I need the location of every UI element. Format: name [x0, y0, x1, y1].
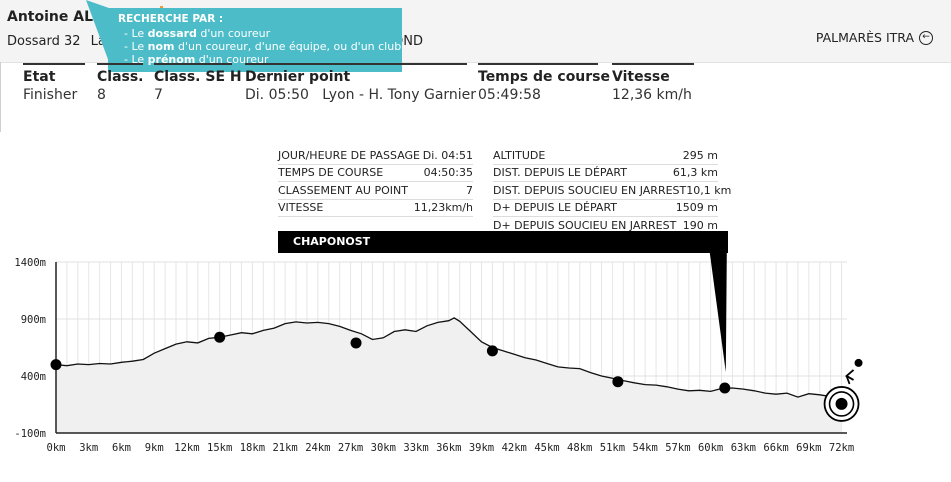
info-row: CLASSEMENT AU POINT 7 [278, 182, 473, 200]
x-tick-label: 21km [272, 442, 297, 454]
tooltip-line: - Le dossard d'un coureur [124, 27, 271, 40]
info-row: JOUR/HEURE DE PASSAGE Di. 04:51 [278, 147, 473, 165]
y-tick-labels: -100m 400m 900m 1400m [14, 257, 46, 440]
checkpoint-dot [719, 382, 731, 394]
circle-arrow-left-icon: ← [919, 30, 933, 45]
elevation-line [55, 317, 842, 405]
x-tick-label: 60km [698, 442, 723, 454]
accent-mark [160, 6, 163, 9]
stat-rank: Class. 8 [97, 63, 144, 103]
tooltip-line: - Le prénom d'un coureur [124, 53, 269, 66]
x-tick-label: 57km [665, 442, 690, 454]
x-tick-label: 63km [731, 442, 756, 454]
y-tick-label: 900m [21, 314, 46, 326]
x-tick-label: 45km [534, 442, 559, 454]
elevation-area [56, 317, 842, 433]
tooltip-title: RECHERCHE PAR : [118, 13, 224, 25]
pointer-triangle [709, 253, 727, 372]
x-tick-label: 15km [207, 442, 232, 454]
checkpoint-dot [50, 359, 62, 371]
x-tick-label: 54km [633, 442, 658, 454]
x-tick-label: 33km [403, 442, 428, 454]
bib-number: Dossard 32 [7, 34, 81, 49]
x-tick-label: 18km [240, 442, 265, 454]
search-help-tooltip: RECHERCHE PAR : - Le dossard d'un coureu… [108, 8, 402, 72]
x-tick-label: 48km [567, 442, 592, 454]
checkpoint-info-left: JOUR/HEURE DE PASSAGE Di. 04:51 TEMPS DE … [278, 147, 473, 217]
x-tick-label: 51km [600, 442, 625, 454]
x-tick-label: 9km [145, 442, 164, 454]
checkpoint-name: CHAPONOST [293, 235, 371, 248]
y-tick-label: -100m [14, 428, 46, 440]
checkpoint-dot [214, 331, 226, 343]
checkpoint-dot [612, 376, 624, 388]
palmares-label: PALMARÈS ITRA [815, 30, 914, 45]
x-tick-label: 3km [79, 442, 98, 454]
info-row: ALTITUDE 295 m [493, 147, 718, 165]
checkpoint-dot [486, 345, 498, 357]
checkpoint-name-bar: CHAPONOST [278, 231, 728, 253]
tooltip-line: - Le nom d'un coureur, d'une équipe, ou … [124, 40, 402, 53]
x-tick-labels: 0km 3km 6km 9km 12km 15km 18km 21km 24km 27km 30km… [47, 442, 855, 454]
info-row: D+ DEPUIS LE DÉPART 1509 m [493, 200, 718, 217]
stat-last-point: Dernier point Di. 05:50 Lyon - H. Tony G… [245, 63, 476, 103]
target-center [835, 397, 848, 410]
runner-name[interactable]: Antoine ALLO [7, 9, 114, 25]
checkpoint-pointer [709, 253, 727, 372]
finish-target-icon [823, 358, 863, 422]
checkpoint-info-right: ALTITUDE 295 m DIST. DEPUIS LE DÉPART 61,3… [493, 147, 731, 235]
x-tick-label: 6km [112, 442, 131, 454]
x-tick-label: 30km [371, 442, 396, 454]
race-stats: Etat Finisher Class. 8 Class. SE H 7 Der… [0, 63, 951, 113]
x-tick-label: 69km [796, 442, 821, 454]
x-tick-label: 36km [436, 442, 461, 454]
x-tick-label: 12km [174, 442, 199, 454]
stat-speed: Vitesse 12,36 km/h [612, 63, 694, 103]
x-tick-label: 66km [763, 442, 788, 454]
runner-head [854, 358, 863, 367]
stat-race-time: Temps de course 05:49:58 [478, 63, 610, 103]
chart-axes [55, 262, 847, 434]
y-tick-label: 1400m [14, 257, 46, 269]
tooltip-pointer [86, 0, 109, 62]
y-tick-label: 400m [21, 371, 46, 383]
x-tick-label: 24km [305, 442, 330, 454]
x-tick-label: 42km [502, 442, 527, 454]
stat-category-rank: Class. SE H 7 [154, 63, 242, 103]
runner-body [844, 369, 855, 385]
x-tick-label: 39km [469, 442, 494, 454]
info-row: DIST. DEPUIS LE DÉPART 61,3 km [493, 165, 718, 182]
info-row: TEMPS DE COURSE 04:50:35 [278, 165, 473, 182]
checkpoint-dot [350, 337, 362, 349]
panel-border [0, 62, 1, 132]
stat-status: Etat Finisher [23, 63, 85, 103]
x-tick-label: 27km [338, 442, 363, 454]
palmares-itra-link[interactable]: PALMARÈS ITRA ← [816, 30, 933, 45]
checkpoint-markers [50, 331, 731, 394]
info-row: VITESSE 11,23km/h [278, 200, 473, 217]
info-row: DIST. DEPUIS SOUCIEU EN JARREST 10,1 km [493, 182, 731, 200]
x-tick-label: 72km [829, 442, 854, 454]
x-tick-label: 0km [47, 442, 66, 454]
